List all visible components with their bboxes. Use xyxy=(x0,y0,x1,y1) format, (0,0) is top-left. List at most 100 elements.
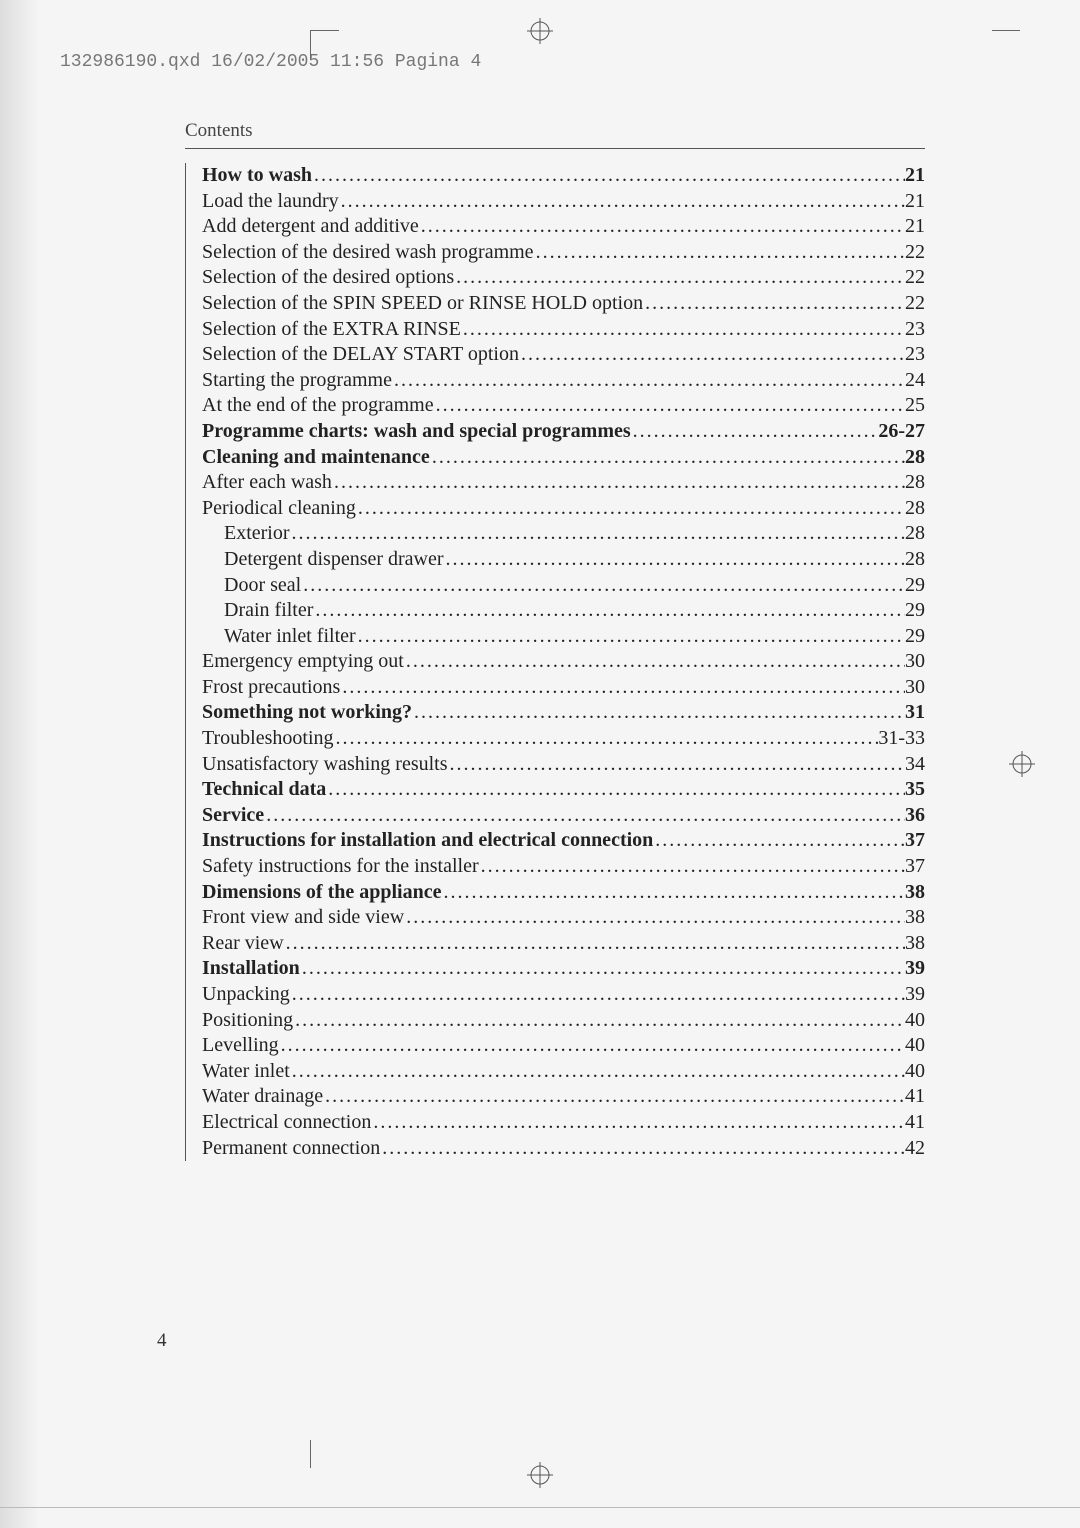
toc-label: Rear view xyxy=(202,931,284,957)
toc-leader-dots xyxy=(323,1084,905,1110)
toc-line: Selection of the EXTRA RINSE 23 xyxy=(202,317,925,343)
toc-label: At the end of the programme xyxy=(202,393,434,419)
toc-label: Installation xyxy=(202,956,300,982)
toc-page: 21 xyxy=(905,214,925,240)
toc-line: Troubleshooting 31-33 xyxy=(202,726,925,752)
toc-page: 25 xyxy=(905,393,925,419)
toc-label: Permanent connection xyxy=(202,1136,380,1162)
toc-line: Selection of the desired wash programme2… xyxy=(202,240,925,266)
toc-line: Permanent connection42 xyxy=(202,1136,925,1162)
toc-line: Water inlet 40 xyxy=(202,1059,925,1085)
toc-line: Selection of the DELAY START option23 xyxy=(202,342,925,368)
toc-page: 39 xyxy=(905,982,925,1008)
toc-label: Service xyxy=(202,803,264,829)
toc-leader-dots xyxy=(461,317,905,343)
registration-mark-right xyxy=(1009,751,1035,777)
toc-page: 30 xyxy=(905,649,925,675)
toc-line: Emergency emptying out 30 xyxy=(202,649,925,675)
toc-line: Starting the programme24 xyxy=(202,368,925,394)
toc-page: 28 xyxy=(905,445,925,471)
toc-leader-dots xyxy=(454,265,905,291)
toc-line: Add detergent and additive21 xyxy=(202,214,925,240)
toc-leader-dots xyxy=(290,1059,905,1085)
toc-leader-dots xyxy=(419,214,905,240)
toc-label: Starting the programme xyxy=(202,368,392,394)
toc-label: Frost precautions xyxy=(202,675,340,701)
toc-leader-dots xyxy=(434,393,905,419)
toc-page: 40 xyxy=(905,1008,925,1034)
toc-page: 39 xyxy=(905,956,925,982)
toc-page: 31 xyxy=(905,700,925,726)
toc-page: 40 xyxy=(905,1033,925,1059)
toc-label: Cleaning and maintenance xyxy=(202,445,430,471)
toc-label: Technical data xyxy=(202,777,326,803)
toc-leader-dots xyxy=(448,752,905,778)
toc-leader-dots xyxy=(430,445,905,471)
toc-page: 26-27 xyxy=(878,419,925,445)
source-header: 132986190.qxd 16/02/2005 11:56 Pagina 4 xyxy=(60,52,481,72)
toc-leader-dots xyxy=(313,598,905,624)
toc-line: Front view and side view38 xyxy=(202,905,925,931)
section-title: Contents xyxy=(185,120,925,142)
toc-page: 38 xyxy=(905,931,925,957)
toc-leader-dots xyxy=(479,854,905,880)
toc-page: 22 xyxy=(905,265,925,291)
toc-line: Instructions for installation and electr… xyxy=(202,828,925,854)
toc-label: Emergency emptying out xyxy=(202,649,404,675)
toc-page: 29 xyxy=(905,573,925,599)
toc-line: Door seal29 xyxy=(202,573,925,599)
toc-page: 28 xyxy=(905,496,925,522)
toc-label: Selection of the desired wash programme xyxy=(202,240,534,266)
toc-leader-dots xyxy=(653,828,905,854)
toc-page: 30 xyxy=(905,675,925,701)
toc-page: 21 xyxy=(905,163,925,189)
toc-page: 23 xyxy=(905,342,925,368)
toc-page: 31-33 xyxy=(878,726,925,752)
toc-line: Technical data35 xyxy=(202,777,925,803)
toc-label: Selection of the SPIN SPEED or RINSE HOL… xyxy=(202,291,643,317)
toc-line: Levelling40 xyxy=(202,1033,925,1059)
toc-leader-dots xyxy=(290,982,905,1008)
toc-label: Exterior xyxy=(224,521,290,547)
toc-leader-dots xyxy=(404,905,905,931)
toc-line: Unsatisfactory washing results34 xyxy=(202,752,925,778)
toc-page: 40 xyxy=(905,1059,925,1085)
toc-page: 21 xyxy=(905,189,925,215)
toc-leader-dots xyxy=(340,675,905,701)
toc-leader-dots xyxy=(290,521,905,547)
toc-label: Unpacking xyxy=(202,982,290,1008)
toc-leader-dots xyxy=(326,777,905,803)
toc-line: Drain filter 29 xyxy=(202,598,925,624)
toc-page: 29 xyxy=(905,598,925,624)
toc-leader-dots xyxy=(380,1136,905,1162)
toc-leader-dots xyxy=(631,419,879,445)
crop-mark-top-right xyxy=(992,30,1020,59)
toc-label: Water inlet filter xyxy=(224,624,356,650)
toc-page: 38 xyxy=(905,880,925,906)
toc-line: Safety instructions for the installer37 xyxy=(202,854,925,880)
toc-leader-dots xyxy=(534,240,905,266)
toc-leader-dots xyxy=(519,342,905,368)
toc-label: Selection of the desired options xyxy=(202,265,454,291)
toc-line: Load the laundry21 xyxy=(202,189,925,215)
toc-line: Positioning40 xyxy=(202,1008,925,1034)
toc-page: 28 xyxy=(905,547,925,573)
title-rule xyxy=(185,148,925,149)
toc-label: Drain filter xyxy=(224,598,313,624)
toc-label: Safety instructions for the installer xyxy=(202,854,479,880)
toc-line: Dimensions of the appliance38 xyxy=(202,880,925,906)
toc-label: Selection of the EXTRA RINSE xyxy=(202,317,461,343)
toc-label: Troubleshooting xyxy=(202,726,334,752)
toc-line: Selection of the desired options 22 xyxy=(202,265,925,291)
toc-line: Unpacking 39 xyxy=(202,982,925,1008)
toc-label: Water drainage xyxy=(202,1084,323,1110)
toc-label: Front view and side view xyxy=(202,905,404,931)
toc-leader-dots xyxy=(339,189,905,215)
toc-leader-dots xyxy=(334,726,879,752)
toc-page: 36 xyxy=(905,803,925,829)
toc-line: Service 36 xyxy=(202,803,925,829)
toc-line: Rear view 38 xyxy=(202,931,925,957)
toc-label: How to wash xyxy=(202,163,312,189)
page-body: Contents How to wash 21Load the laundry21… xyxy=(185,120,925,1161)
toc-page: 28 xyxy=(905,470,925,496)
